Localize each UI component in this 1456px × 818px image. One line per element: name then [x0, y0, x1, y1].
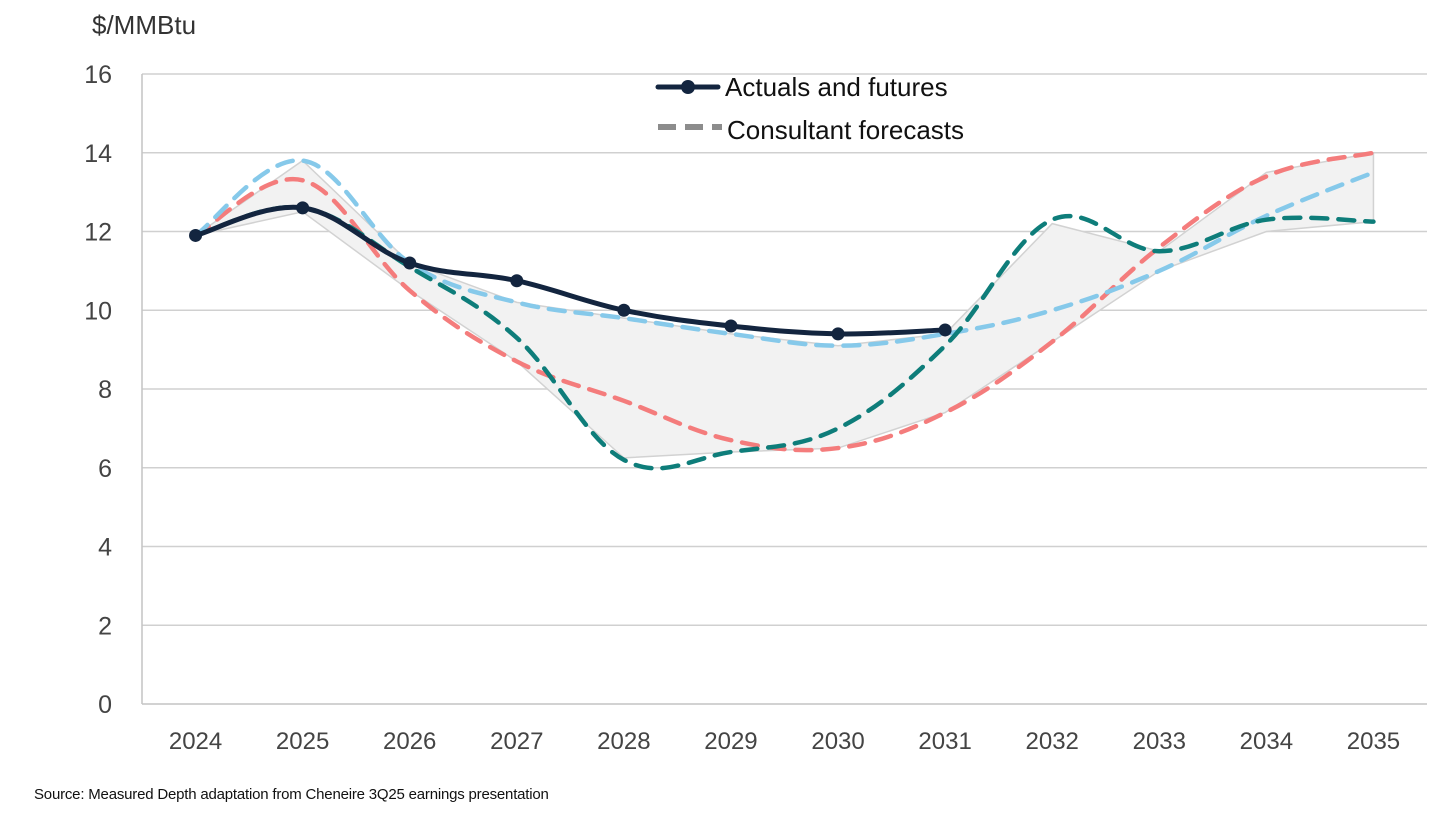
y-tick-label: 10 — [84, 297, 112, 325]
legend-label-forecasts: Consultant forecasts — [727, 115, 964, 145]
x-tick-label: 2030 — [811, 728, 864, 755]
x-tick-label: 2026 — [383, 728, 436, 755]
axis-labels: 0 2 4 6 8 10 12 14 16 2024 2025 2026 2027 2028 2029 203… — [84, 10, 1400, 755]
series-markers — [189, 201, 952, 341]
y-tick-label: 0 — [98, 691, 112, 719]
y-tick-label: 4 — [98, 534, 112, 562]
forecast-range-area — [195, 151, 1375, 459]
legend-marker-actuals — [681, 80, 695, 94]
source-note: Source: Measured Depth adaptation from C… — [34, 786, 549, 803]
x-tick-label: 2035 — [1347, 728, 1400, 755]
actuals-marker — [403, 256, 417, 270]
legend: Actuals and futures Consultant forecasts — [655, 72, 964, 145]
x-tick-label: 2034 — [1240, 728, 1293, 755]
y-tick-label: 8 — [98, 376, 112, 404]
series-line-consultant-forecast-red — [193, 150, 1376, 453]
x-tick-label: 2029 — [704, 728, 757, 755]
actuals-marker — [510, 274, 524, 288]
y-tick-label: 2 — [98, 612, 112, 640]
legend-label-actuals: Actuals and futures — [725, 72, 948, 102]
y-tick-label: 12 — [84, 219, 112, 247]
actuals-marker — [189, 228, 203, 242]
y-tick-label: 16 — [84, 61, 112, 89]
y-tick-label: 6 — [98, 455, 112, 483]
x-tick-label: 2031 — [918, 728, 971, 755]
actuals-marker — [617, 303, 631, 317]
series-line-actuals-and-futures — [193, 204, 948, 337]
actuals-marker — [724, 319, 738, 333]
y-tick-label: 14 — [84, 140, 112, 168]
x-tick-label: 2028 — [597, 728, 650, 755]
series-line-consultant-forecast-light-blue — [193, 158, 1376, 348]
actuals-marker — [296, 201, 310, 215]
x-tick-label: 2025 — [276, 728, 329, 755]
actuals-marker — [831, 327, 845, 341]
x-tick-label: 2033 — [1133, 728, 1186, 755]
x-tick-label: 2032 — [1026, 728, 1079, 755]
x-tick-label: 2027 — [490, 728, 543, 755]
y-axis-label: $/MMBtu — [92, 10, 196, 40]
actuals-marker — [938, 323, 952, 337]
axes — [141, 74, 1427, 705]
forecast-band — [195, 151, 1375, 459]
x-tick-label: 2024 — [169, 728, 222, 755]
